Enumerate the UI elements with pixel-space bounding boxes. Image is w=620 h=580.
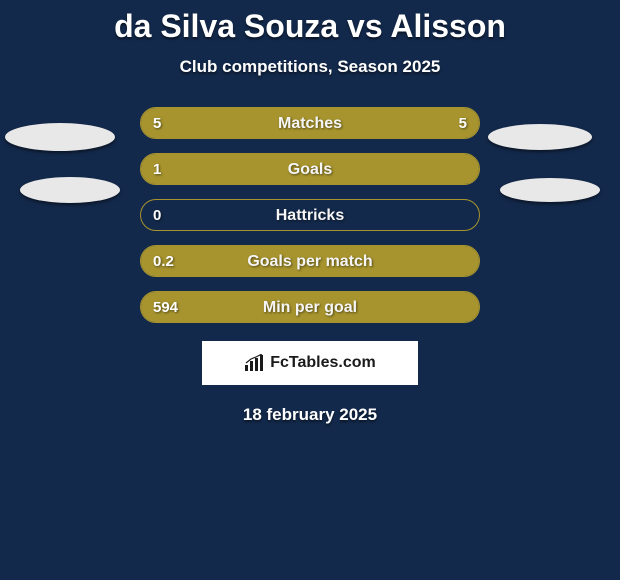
stat-row: Goals per match0.2 — [0, 245, 620, 277]
decorative-ellipse — [20, 177, 120, 203]
stat-label: Goals per match — [141, 246, 479, 278]
logo-text: FcTables.com — [270, 354, 376, 372]
stat-value-left: 594 — [153, 292, 178, 324]
logo-box: FcTables.com — [202, 341, 418, 385]
stat-track: Goals per match0.2 — [140, 245, 480, 277]
stat-row: Hattricks0 — [0, 199, 620, 231]
stat-track: Matches5 5 — [140, 107, 480, 139]
stat-label: Hattricks — [141, 200, 479, 232]
stat-label: Min per goal — [141, 292, 479, 324]
page-title: da Silva Souza vs Alisson — [0, 0, 620, 45]
decorative-ellipse — [5, 123, 115, 151]
stat-row: Min per goal594 — [0, 291, 620, 323]
stat-value-left: 0 — [153, 200, 161, 232]
stat-track: Hattricks0 — [140, 199, 480, 231]
decorative-ellipse — [500, 178, 600, 202]
stat-value-left: 0.2 — [153, 246, 174, 278]
decorative-ellipse — [488, 124, 592, 150]
stat-track: Goals1 — [140, 153, 480, 185]
stat-value-left: 1 — [153, 154, 161, 186]
stat-label: Goals — [141, 154, 479, 186]
page-subtitle: Club competitions, Season 2025 — [0, 57, 620, 77]
chart-icon — [244, 354, 266, 372]
stat-track: Min per goal594 — [140, 291, 480, 323]
stat-value-left: 5 — [153, 108, 161, 140]
chart-date: 18 february 2025 — [0, 405, 620, 425]
stat-label: Matches — [141, 108, 479, 140]
stat-value-right: 5 — [459, 108, 467, 140]
